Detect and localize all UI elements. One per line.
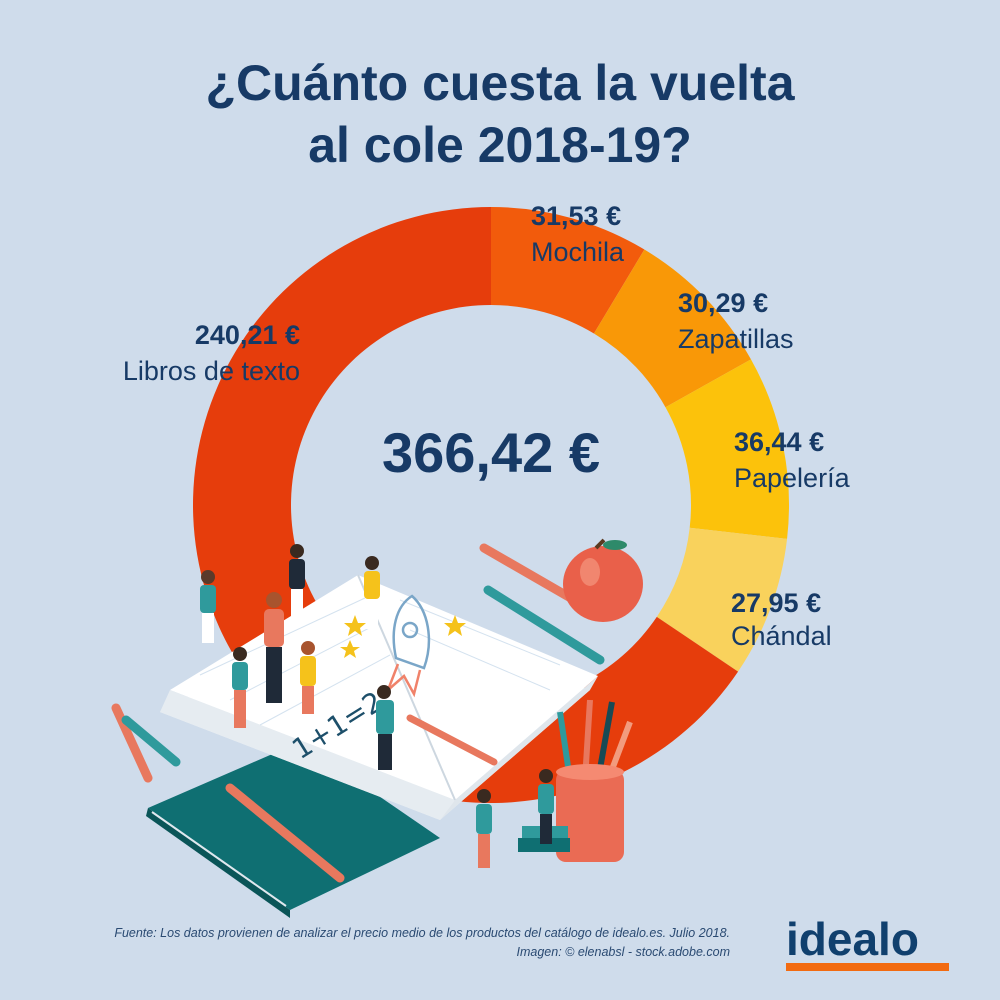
source-line-2: Imagen: © elenabsl - stock.adobe.com xyxy=(516,945,731,959)
source-note: Fuente: Los datos provienen de analizar … xyxy=(114,924,730,962)
donut-slice-mochila xyxy=(491,207,645,334)
slice-value-label-papeleria: 36,44 € xyxy=(734,427,824,457)
donut-slice-zapatillas xyxy=(593,249,751,408)
idealo-logo[interactable]: idealo xyxy=(786,913,919,965)
slice-name-label-papeleria: Papelería xyxy=(734,463,851,493)
star-icon xyxy=(340,615,466,658)
slice-value-label-zapatillas: 30,29 € xyxy=(678,288,768,318)
donut-slice-papeler-a xyxy=(665,359,789,539)
slice-name-label-mochila: Mochila xyxy=(531,237,625,267)
title-line-1: ¿Cuánto cuesta la vuelta xyxy=(205,55,795,111)
total-value-label: 366,42 € xyxy=(382,421,600,484)
donut-slice-ch-ndal xyxy=(656,527,788,672)
book-stack-icon xyxy=(518,826,570,852)
slice-name-label-zapatillas: Zapatillas xyxy=(678,324,794,354)
slice-name-label-libros: Libros de texto xyxy=(123,356,300,386)
school-illustration: 1+1=2 xyxy=(111,538,643,918)
source-line-1: Fuente: Los datos provienen de analizar … xyxy=(114,926,730,940)
title-line-2: al cole 2018-19? xyxy=(308,117,692,173)
apple-icon xyxy=(563,538,643,622)
spiral-notebook-icon xyxy=(146,742,440,918)
pencil-icon xyxy=(111,543,605,883)
rocket-drawing-icon xyxy=(386,594,431,698)
slice-value-label-chandal: 27,95 € xyxy=(731,588,821,618)
chart-title: ¿Cuánto cuesta la vuelta al cole 2018-19… xyxy=(0,52,1000,176)
slice-value-label-mochila: 31,53 € xyxy=(531,201,621,231)
slice-value-label-libros: 240,21 € xyxy=(195,320,300,350)
logo-accent-bar xyxy=(786,963,949,971)
pencil-cup-icon xyxy=(556,699,633,862)
student-figure-icon xyxy=(200,544,554,868)
slice-name-label-chandal: Chándal xyxy=(731,621,832,651)
